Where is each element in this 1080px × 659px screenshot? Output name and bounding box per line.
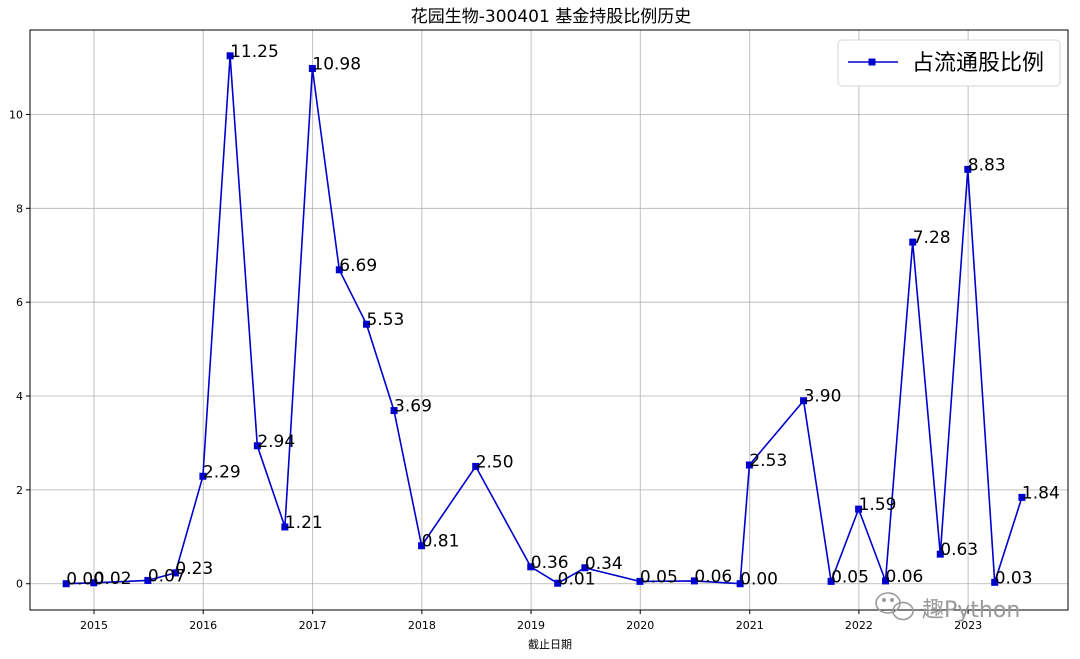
data-label: 3.90 bbox=[804, 387, 842, 407]
data-point bbox=[363, 320, 371, 328]
data-point bbox=[827, 577, 835, 585]
x-axis: 2015 2016 2017 2018 2019 2020 2021 2022 2023 bbox=[80, 610, 982, 632]
data-point bbox=[581, 564, 589, 572]
x-tick-label: 2020 bbox=[626, 619, 654, 632]
legend: 占流通股比例 bbox=[837, 39, 1061, 87]
data-label: 0.00 bbox=[740, 570, 778, 590]
data-point bbox=[736, 580, 744, 588]
data-labels: 0.000.02 0.070.232.2911.252.941.2110.986.… bbox=[66, 42, 1060, 590]
legend-label: 占流通股比例 bbox=[912, 51, 1044, 76]
data-label: 2.94 bbox=[257, 432, 295, 452]
data-label: 3.69 bbox=[394, 397, 432, 417]
y-tick-label: 6 bbox=[16, 296, 23, 309]
y-tick-label: 10 bbox=[9, 108, 23, 121]
data-label: 0.36 bbox=[531, 553, 569, 573]
data-label: 2.29 bbox=[203, 462, 241, 482]
data-point bbox=[335, 266, 343, 274]
y-tick-label: 0 bbox=[16, 578, 23, 591]
data-label: 10.98 bbox=[312, 54, 361, 74]
x-tick-label: 2016 bbox=[189, 619, 217, 632]
data-label: 0.06 bbox=[886, 567, 924, 587]
series-markers bbox=[62, 52, 1026, 588]
data-label: 2.50 bbox=[476, 452, 514, 472]
data-point bbox=[253, 442, 261, 450]
watermark: 趣Python bbox=[875, 592, 1020, 623]
x-tick-label: 2017 bbox=[299, 619, 327, 632]
y-tick-label: 8 bbox=[16, 202, 23, 215]
x-tick-label: 2023 bbox=[954, 619, 982, 632]
data-point bbox=[418, 542, 426, 550]
data-label: 0.02 bbox=[94, 569, 132, 589]
data-label: 1.21 bbox=[285, 513, 323, 533]
data-label: 1.84 bbox=[1022, 483, 1060, 503]
x-tick-label: 2015 bbox=[80, 619, 108, 632]
data-label: 6.69 bbox=[339, 256, 377, 276]
data-point bbox=[690, 577, 698, 585]
legend-box bbox=[837, 39, 1061, 87]
data-point bbox=[855, 505, 863, 513]
data-point bbox=[991, 578, 999, 586]
data-label: 0.63 bbox=[940, 540, 978, 560]
data-point bbox=[636, 577, 644, 585]
data-point bbox=[472, 462, 480, 470]
wechat-icon bbox=[875, 592, 914, 621]
data-point bbox=[171, 569, 179, 577]
data-point bbox=[90, 579, 98, 587]
data-point bbox=[745, 461, 753, 469]
data-label: 1.59 bbox=[859, 495, 897, 515]
data-point bbox=[964, 165, 972, 173]
data-label: 0.07 bbox=[148, 566, 186, 586]
data-point bbox=[144, 576, 152, 584]
data-point bbox=[199, 472, 207, 480]
data-point bbox=[527, 563, 535, 571]
data-point bbox=[308, 64, 316, 72]
data-point bbox=[62, 580, 70, 588]
data-label: 5.53 bbox=[367, 310, 405, 330]
data-point bbox=[909, 238, 917, 246]
data-label: 2.53 bbox=[749, 451, 787, 471]
y-tick-label: 2 bbox=[16, 484, 23, 497]
data-label: 0.00 bbox=[66, 570, 104, 590]
data-label: 11.25 bbox=[230, 42, 279, 62]
x-tick-label: 2021 bbox=[736, 619, 764, 632]
data-label: 0.23 bbox=[175, 559, 213, 579]
data-point bbox=[936, 550, 944, 558]
data-label: 0.01 bbox=[558, 569, 596, 589]
data-label: 0.34 bbox=[585, 554, 623, 574]
x-axis-label: 截止日期 bbox=[528, 637, 572, 651]
grid bbox=[30, 30, 1068, 610]
data-label: 0.05 bbox=[831, 567, 869, 587]
x-tick-label: 2019 bbox=[517, 619, 545, 632]
watermark-text: 趣Python bbox=[922, 598, 1020, 623]
data-label: 0.05 bbox=[640, 567, 678, 587]
data-point bbox=[1018, 493, 1026, 501]
data-label: 0.03 bbox=[995, 568, 1033, 588]
data-point bbox=[554, 579, 562, 587]
data-point bbox=[882, 577, 890, 585]
data-label: 7.28 bbox=[913, 228, 951, 248]
series-line bbox=[66, 55, 1023, 585]
series-line-path bbox=[66, 55, 1023, 585]
data-point bbox=[226, 52, 234, 60]
data-label: 0.06 bbox=[694, 567, 732, 587]
plot-frame bbox=[29, 29, 1069, 611]
x-tick-label: 2018 bbox=[408, 619, 436, 632]
x-tick-label: 2022 bbox=[845, 619, 873, 632]
chart-title: 花园生物-300401 基金持股比例历史 bbox=[411, 7, 691, 27]
legend-marker bbox=[868, 58, 876, 66]
data-label: 8.83 bbox=[968, 155, 1006, 175]
data-point bbox=[800, 397, 808, 405]
data-point bbox=[281, 523, 289, 531]
data-label: 0.81 bbox=[422, 532, 460, 552]
y-axis: 0 2 4 6 8 10 bbox=[9, 108, 30, 591]
data-point bbox=[390, 407, 398, 415]
y-tick-label: 4 bbox=[16, 390, 23, 403]
